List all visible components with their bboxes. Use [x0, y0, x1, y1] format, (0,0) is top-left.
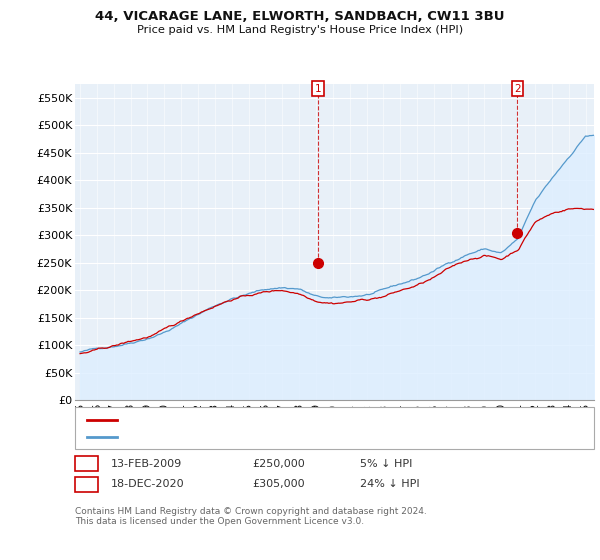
Text: 2: 2: [83, 479, 90, 489]
Text: 44, VICARAGE LANE, ELWORTH, SANDBACH, CW11 3BU (detached house): 44, VICARAGE LANE, ELWORTH, SANDBACH, CW…: [123, 415, 506, 424]
Text: 5% ↓ HPI: 5% ↓ HPI: [360, 459, 412, 469]
Text: 13-FEB-2009: 13-FEB-2009: [111, 459, 182, 469]
Text: £305,000: £305,000: [252, 479, 305, 489]
Text: 24% ↓ HPI: 24% ↓ HPI: [360, 479, 419, 489]
Text: Contains HM Land Registry data © Crown copyright and database right 2024.
This d: Contains HM Land Registry data © Crown c…: [75, 507, 427, 526]
Text: 44, VICARAGE LANE, ELWORTH, SANDBACH, CW11 3BU: 44, VICARAGE LANE, ELWORTH, SANDBACH, CW…: [95, 10, 505, 23]
Text: Price paid vs. HM Land Registry's House Price Index (HPI): Price paid vs. HM Land Registry's House …: [137, 25, 463, 35]
Text: 1: 1: [314, 84, 321, 94]
Text: 2: 2: [514, 84, 521, 94]
Text: £250,000: £250,000: [252, 459, 305, 469]
Text: 1: 1: [83, 459, 90, 469]
Text: HPI: Average price, detached house, Cheshire East: HPI: Average price, detached house, Ches…: [123, 432, 388, 442]
Text: 18-DEC-2020: 18-DEC-2020: [111, 479, 185, 489]
